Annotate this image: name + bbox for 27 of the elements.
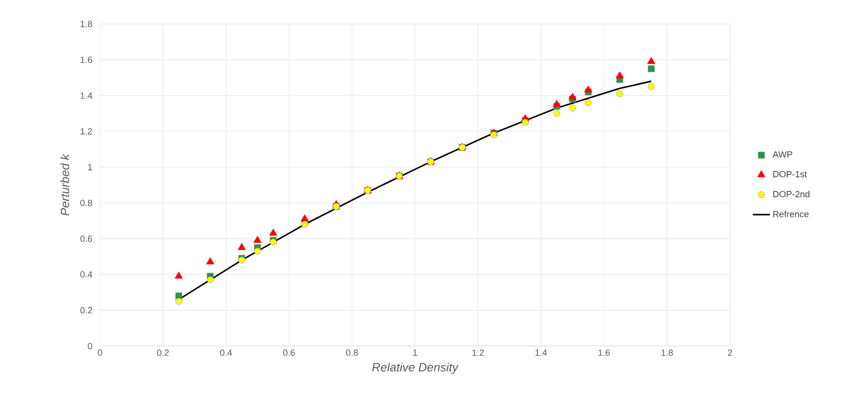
y-tick-label: 1 <box>88 164 92 170</box>
y-tick-label: 0.4 <box>80 271 92 278</box>
x-tick-label: 1.4 <box>535 350 547 356</box>
legend-label: Refrence <box>773 210 809 218</box>
y-axis-title: Perturbed k <box>60 154 70 216</box>
x-tick-label: 2 <box>728 350 732 356</box>
y-tick-label: 1.4 <box>80 92 92 99</box>
y-tick-label: 1.8 <box>80 20 92 28</box>
legend-label: DOP-1st <box>773 170 807 178</box>
x-tick-label: 0.6 <box>283 350 295 356</box>
x-tick-label: 1 <box>413 350 418 356</box>
y-tick-label: 1.6 <box>80 56 92 63</box>
x-tick-label: 0.8 <box>346 350 358 356</box>
x-tick-label: 0 <box>98 350 102 356</box>
y-tick-label: 0.6 <box>80 235 92 242</box>
x-tick-label: 1.8 <box>661 350 673 356</box>
x-tick-label: 0.4 <box>220 350 232 356</box>
y-tick-label: 0.2 <box>80 307 92 314</box>
y-tick-label: 1.2 <box>80 128 92 134</box>
x-tick-label: 1.6 <box>598 350 610 356</box>
legend-label: AWP <box>772 151 792 158</box>
x-tick-label: 1.2 <box>472 350 484 356</box>
y-tick-label: 0 <box>88 342 92 350</box>
legend-label: DOP-2nd <box>773 190 810 198</box>
x-axis-title: Relative Density <box>372 362 459 374</box>
x-tick-label: 0.2 <box>157 350 169 356</box>
y-tick-label: 0.8 <box>80 200 92 206</box>
